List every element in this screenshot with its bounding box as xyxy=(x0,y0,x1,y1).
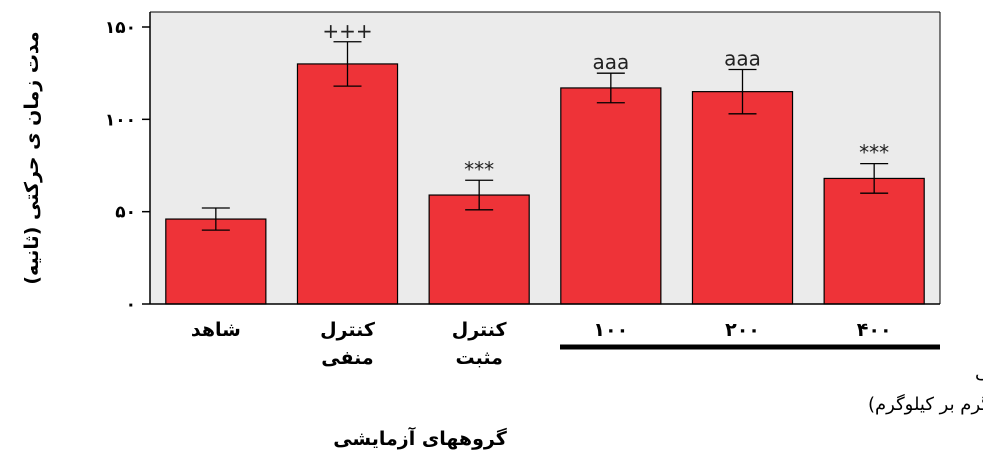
error-bars-layer xyxy=(201,41,889,231)
significance-label-1: +++ xyxy=(322,19,372,43)
x-tick-label-2: کنترل xyxy=(452,319,508,341)
x-tick-label-1: کنترل xyxy=(320,319,376,341)
x-tick-label-1-line2: منفی xyxy=(321,347,373,369)
bar-4 xyxy=(691,91,794,305)
plot-area xyxy=(150,12,940,304)
y-ticks-layer: ۰ ۵۰ ۱۰۰ ۱۵۰ xyxy=(105,18,150,315)
x-tick-label-5: ۴۰۰ xyxy=(857,319,892,341)
x-tick-label-0: شاهد xyxy=(191,319,241,341)
bar-2 xyxy=(428,194,530,305)
significance-label-4: aaa xyxy=(724,46,761,70)
group-note-line1: عصاره آبی‌الکلی میوه نسترن کوهی xyxy=(975,360,983,383)
significance-label-3: aaa xyxy=(592,50,629,74)
bar-3 xyxy=(560,87,662,305)
x-labels-layer: شاهد کنترل منفی کنترل مثبت ۱۰۰ ۲۰۰ ۴۰۰ xyxy=(191,319,892,369)
bar-5 xyxy=(823,177,925,305)
group-note-line2: (میلی‌گرم بر کیلوگرم) xyxy=(868,393,983,415)
y-tick-label-3: ۱۵۰ xyxy=(105,18,136,38)
bar-1 xyxy=(296,63,399,305)
x-tick-label-4: ۲۰۰ xyxy=(725,319,760,341)
significance-layer: +++ *** aaa aaa *** xyxy=(322,19,889,181)
significance-label-5: *** xyxy=(859,141,889,165)
y-tick-label-2: ۱۰۰ xyxy=(105,110,136,130)
significance-label-2: *** xyxy=(464,157,494,181)
bar-0 xyxy=(165,218,267,305)
y-tick-label-1: ۵۰ xyxy=(115,203,136,223)
x-axis-title: گروههای آزمایشی xyxy=(333,426,508,450)
x-tick-label-3: ۱۰۰ xyxy=(593,319,628,341)
y-axis-title: مدت زمان ی حرکتی (ثانیه) xyxy=(21,31,43,284)
x-tick-label-2-line2: مثبت xyxy=(455,347,502,369)
y-tick-label-0: ۰ xyxy=(126,295,136,315)
bars-layer xyxy=(165,63,925,305)
